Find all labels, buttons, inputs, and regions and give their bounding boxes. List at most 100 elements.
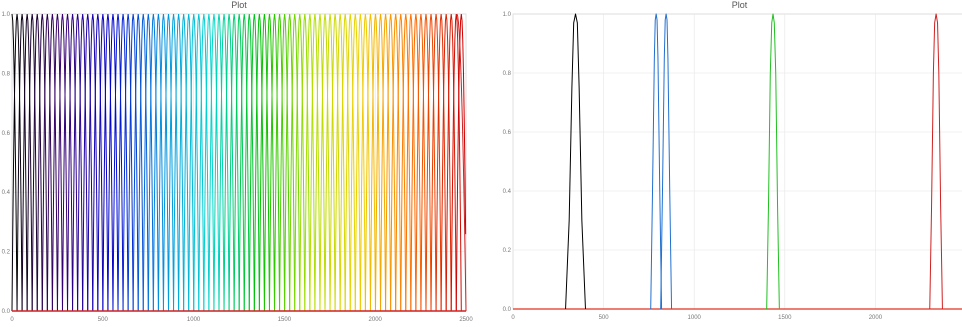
series-line: [82, 13, 94, 312]
series-line: [390, 13, 402, 312]
series-line: [238, 13, 250, 312]
series-line: [223, 13, 235, 312]
series-line: [243, 13, 255, 312]
series-group: [11, 13, 467, 312]
x-tick-label: 1000: [187, 317, 201, 323]
series-line: [46, 13, 58, 312]
series-line: [565, 13, 586, 310]
y-tick-label: 0.2: [503, 248, 512, 254]
series-line: [178, 13, 190, 312]
series-line: [445, 13, 457, 312]
series-line: [430, 13, 442, 312]
x-tick-label: 1000: [688, 315, 702, 321]
series-line: [31, 13, 43, 312]
series-line: [137, 13, 149, 312]
series-line: [122, 13, 134, 312]
series-line: [268, 13, 281, 312]
series-line: [395, 13, 407, 312]
series-line: [132, 13, 144, 312]
series-line: [258, 13, 270, 312]
series-line: [26, 13, 38, 312]
y-tick-label: 0.8: [2, 71, 11, 77]
series-line: [61, 13, 74, 312]
series-line: [213, 13, 225, 312]
series-line: [228, 13, 240, 312]
x-tick-label: 1500: [778, 315, 792, 321]
series-line: [344, 13, 356, 312]
series-line: [405, 13, 417, 312]
series-line: [233, 13, 245, 312]
series-line: [274, 13, 286, 312]
y-tick-label: 1.0: [503, 12, 512, 18]
series-line: [203, 13, 215, 312]
series-line: [16, 13, 28, 312]
series-line: [157, 13, 169, 312]
series-line: [72, 13, 84, 312]
series-line: [374, 13, 387, 312]
series-line: [364, 13, 376, 312]
series-line: [299, 13, 311, 312]
series-line: [162, 13, 175, 312]
y-tick-label: 0.6: [2, 131, 11, 137]
y-tick-label: 0.0: [2, 309, 11, 315]
series-line: [127, 13, 139, 312]
y-tick-label: 0.8: [503, 71, 512, 77]
series-line: [650, 13, 663, 310]
series-line: [11, 13, 23, 312]
series-line: [188, 13, 200, 312]
x-tick-label: 500: [98, 317, 109, 323]
series-line: [450, 13, 462, 312]
series-line: [193, 13, 205, 312]
series-line: [168, 13, 180, 312]
series-line: [87, 13, 99, 312]
series-line: [77, 13, 89, 312]
series-line: [324, 13, 336, 312]
series-line: [435, 13, 447, 312]
series-line: [349, 13, 361, 312]
series-line: [173, 13, 185, 312]
series-line: [284, 13, 296, 312]
series-line: [309, 13, 321, 312]
series-line: [660, 13, 673, 310]
y-tick-label: 0.6: [503, 130, 512, 136]
y-tick-label: 0.4: [503, 189, 512, 195]
series-line: [289, 13, 301, 312]
chart-title: Plot: [732, 0, 748, 10]
x-tick-label: 0: [10, 317, 14, 323]
series-line: [369, 13, 382, 312]
series-line: [440, 13, 452, 312]
series-line: [929, 13, 943, 310]
series-line: [334, 13, 346, 312]
plot-area: [512, 13, 962, 310]
x-tick-label: 2000: [869, 315, 883, 321]
series-line: [112, 13, 124, 312]
x-tick-label: 2000: [369, 317, 383, 323]
series-line: [147, 13, 159, 312]
series-line: [455, 13, 467, 312]
chart-right: Plot050010001500200020.00.20.40.60.81.0: [481, 0, 962, 327]
y-tick-label: 0.4: [2, 190, 11, 196]
series-line: [67, 13, 79, 312]
series-line: [102, 13, 114, 312]
series-line: [218, 13, 230, 312]
series-line: [400, 13, 412, 312]
series-line: [41, 13, 53, 312]
y-tick-label: 1.0: [2, 12, 11, 18]
series-line: [319, 13, 331, 312]
series-line: [92, 13, 104, 312]
series-line: [198, 13, 210, 312]
x-tick-label: 500: [599, 315, 610, 321]
series-line: [36, 13, 48, 312]
series-line: [359, 13, 371, 312]
chart-left-svg: Plot 0 500 1000 1500 2000 2500 0.0 0.2 0.4 0.6 0.8 1…: [2, 0, 474, 323]
series-line: [263, 13, 276, 312]
series-line: [142, 13, 154, 312]
series-line: [248, 13, 260, 312]
series-line: [51, 13, 63, 312]
series-line: [354, 13, 366, 312]
series-line: [314, 13, 326, 312]
series-line: [117, 13, 129, 312]
series-line: [107, 13, 119, 312]
x-tick-label: 2500: [459, 317, 473, 323]
series-line: [208, 13, 220, 312]
